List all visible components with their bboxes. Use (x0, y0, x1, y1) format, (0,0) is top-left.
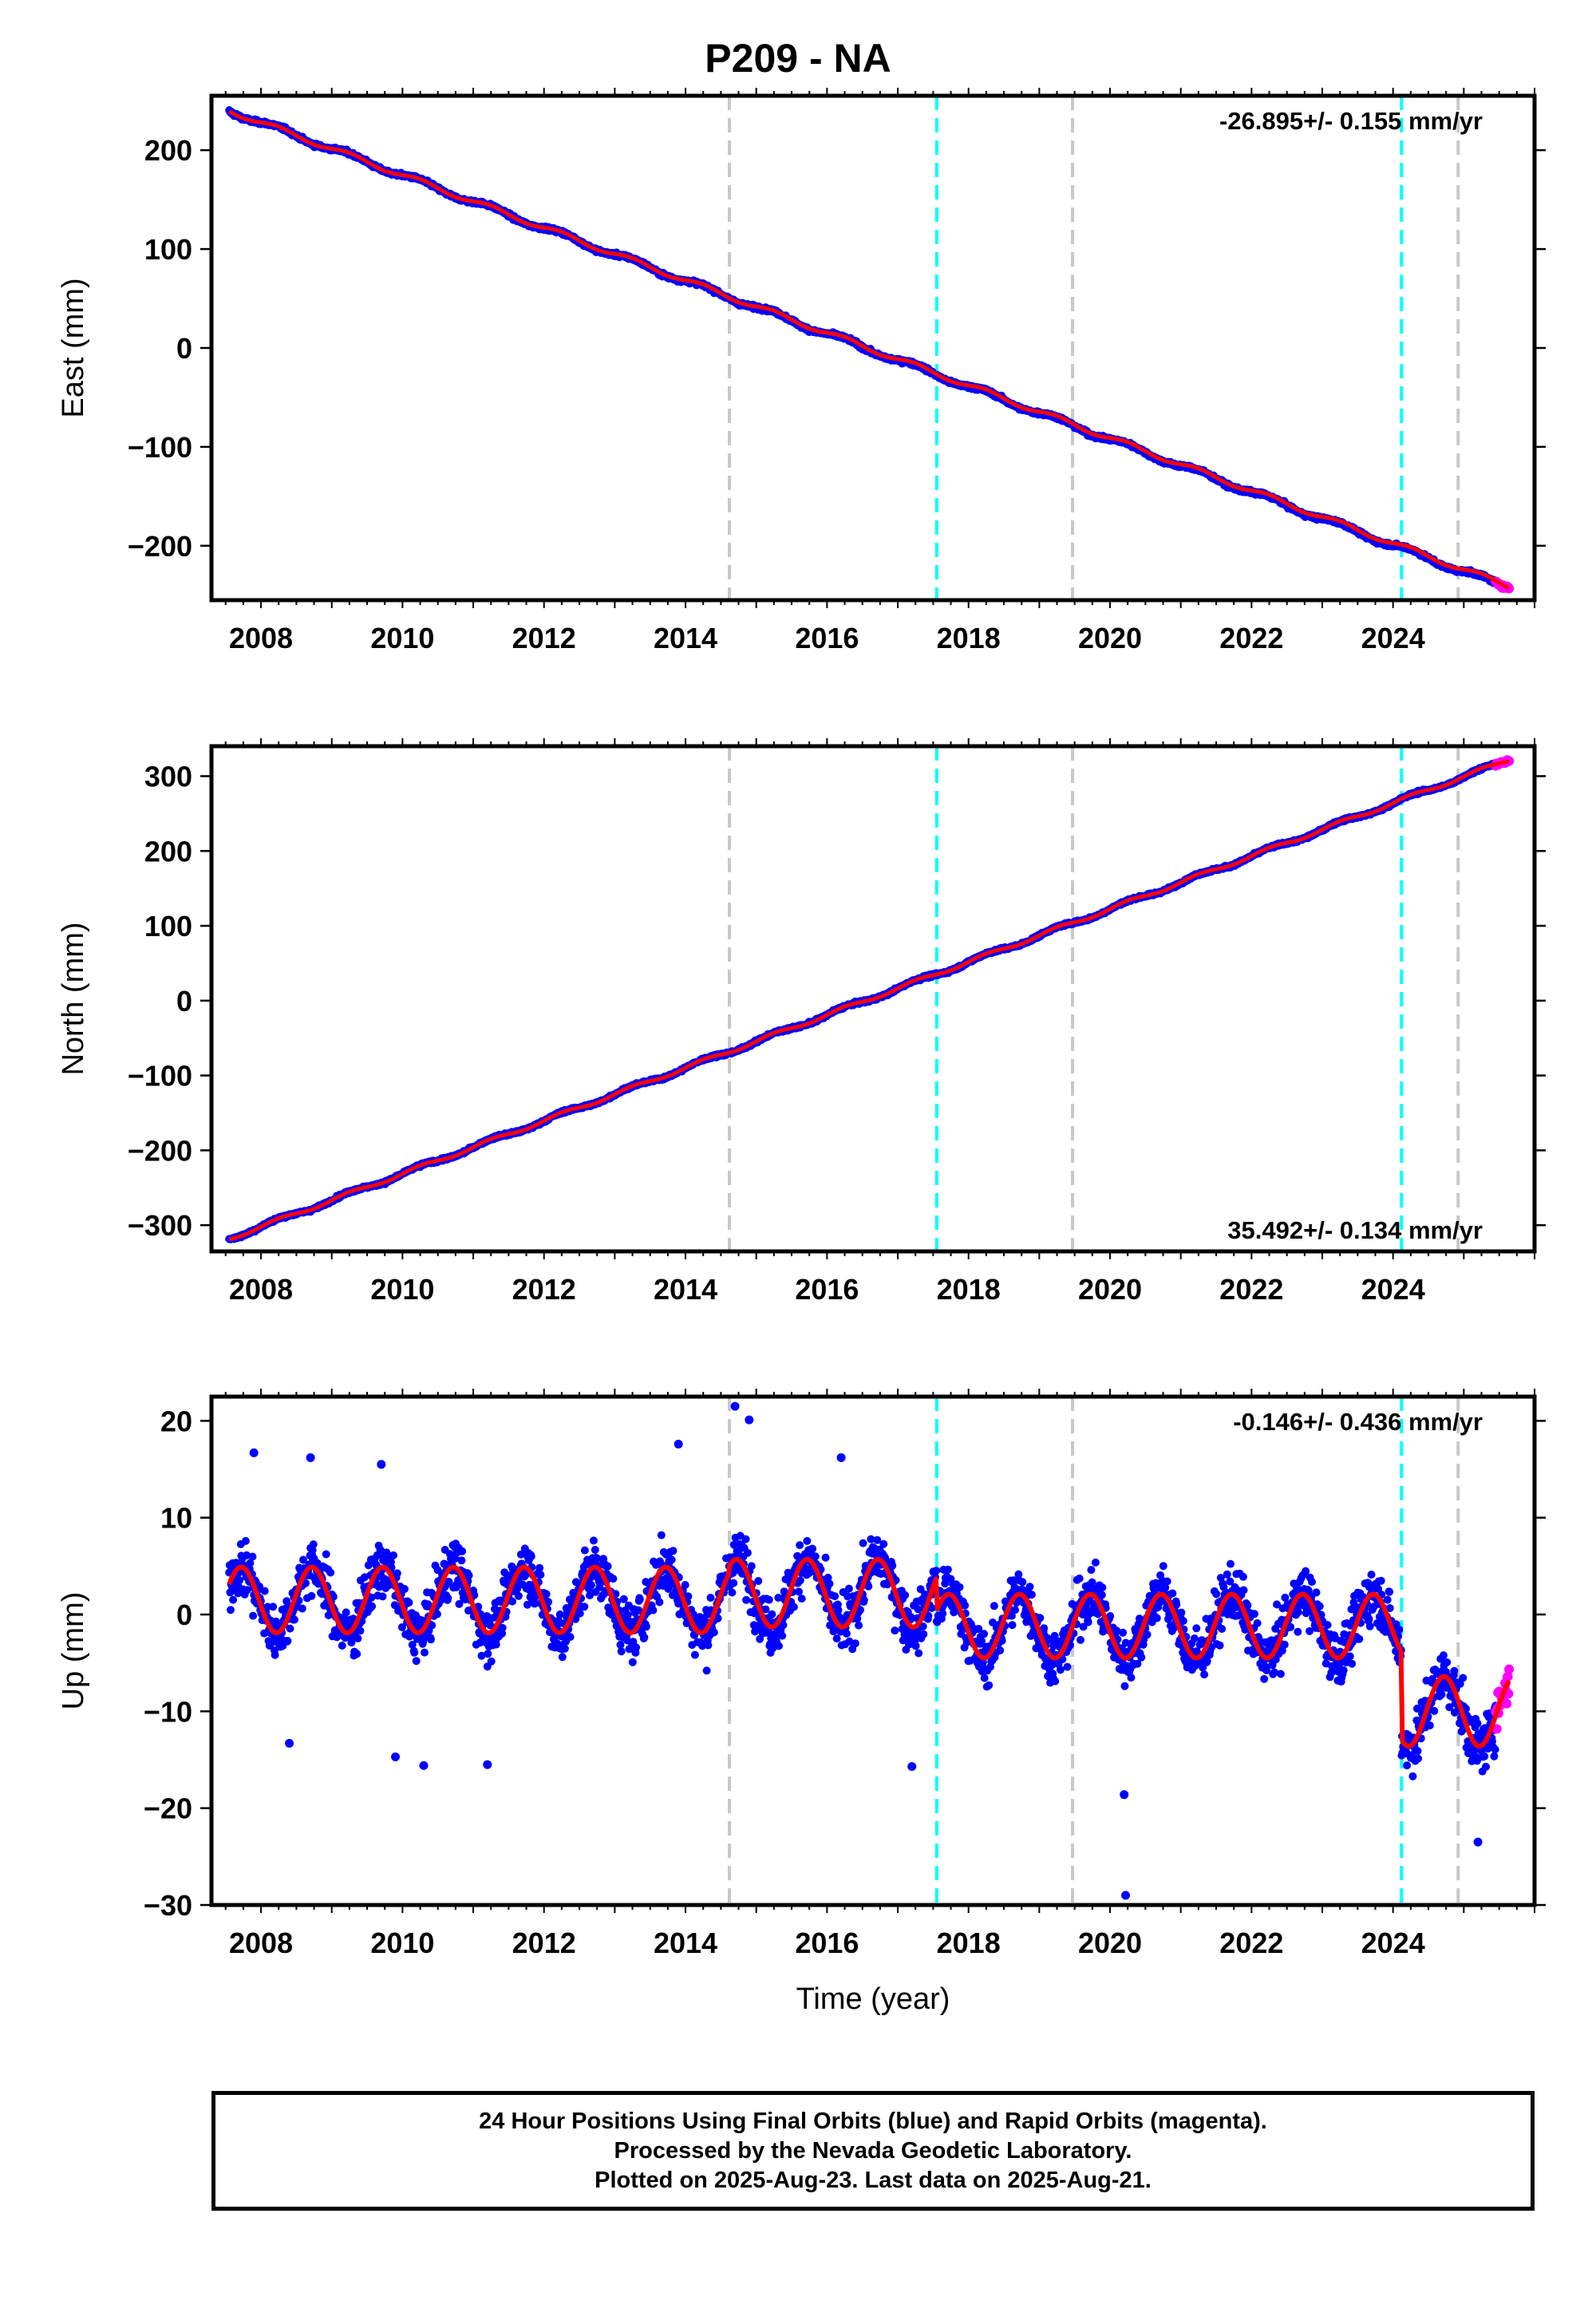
y-tick-label: −100 (128, 431, 192, 464)
y-tick-label: 100 (144, 233, 192, 266)
y-axis: −200 −100 0 100 200 (128, 134, 1546, 563)
rate-label: -26.895+/- 0.155 mm/yr (1219, 107, 1483, 135)
plot-area (225, 96, 1514, 600)
page-title: P209 - NA (0, 35, 1596, 81)
x-tick-label: 2022 (1219, 622, 1283, 654)
x-tick-label: 2014 (654, 622, 717, 654)
x-tick-label: 2008 (229, 622, 293, 654)
x-tick-label: 2018 (937, 622, 1001, 654)
panel-1: 2008 2010 2012 2014 2016 2018 2020 2022 2024 −200… (57, 88, 1546, 654)
plot-area (225, 746, 1514, 1251)
x-tick-label: 2024 (1361, 622, 1425, 654)
y-axis-label: East (mm) (57, 278, 90, 417)
x-tick-label: 2020 (1078, 622, 1142, 654)
y-tick-label: −200 (128, 530, 192, 563)
x-tick-label: 2012 (512, 622, 576, 654)
x-tick-label: 2010 (370, 622, 434, 654)
x-axis: 2008 2010 2012 2014 2016 2018 2020 2022 2024 (226, 88, 1535, 654)
x-tick-label: 2016 (795, 622, 859, 654)
y-tick-label: 0 (176, 332, 192, 365)
y-tick-label: 200 (144, 134, 192, 167)
